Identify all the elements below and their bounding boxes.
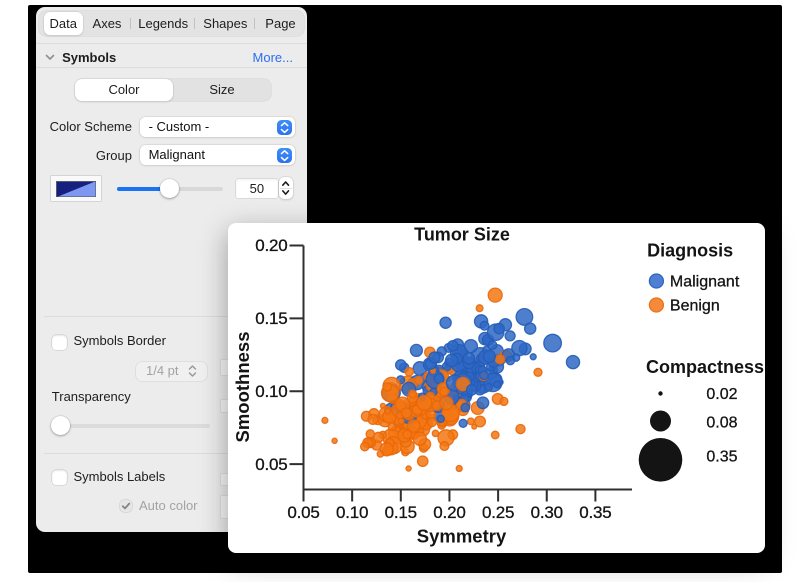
svg-text:Smoothness: Smoothness xyxy=(232,331,253,442)
svg-text:Malignant: Malignant xyxy=(669,273,739,290)
svg-text:0.02: 0.02 xyxy=(706,386,737,403)
svg-text:0.05: 0.05 xyxy=(255,454,287,473)
svg-text:Compactness: Compactness xyxy=(646,356,764,376)
svg-text:0.35: 0.35 xyxy=(706,448,737,465)
svg-text:0.08: 0.08 xyxy=(706,414,737,431)
svg-text:0.10: 0.10 xyxy=(255,381,287,400)
svg-text:0.20: 0.20 xyxy=(433,503,465,522)
svg-text:0.30: 0.30 xyxy=(530,503,562,522)
svg-text:Diagnosis: Diagnosis xyxy=(647,240,733,260)
svg-text:Tumor Size: Tumor Size xyxy=(414,224,510,244)
svg-text:Benign: Benign xyxy=(669,297,719,314)
svg-text:0.15: 0.15 xyxy=(255,309,287,328)
svg-text:0.05: 0.05 xyxy=(287,503,319,522)
svg-text:Symmetry: Symmetry xyxy=(416,525,506,546)
svg-text:0.25: 0.25 xyxy=(481,503,513,522)
svg-text:0.20: 0.20 xyxy=(255,236,287,255)
svg-text:0.10: 0.10 xyxy=(336,503,368,522)
svg-text:0.15: 0.15 xyxy=(384,503,416,522)
svg-text:0.35: 0.35 xyxy=(579,503,611,522)
